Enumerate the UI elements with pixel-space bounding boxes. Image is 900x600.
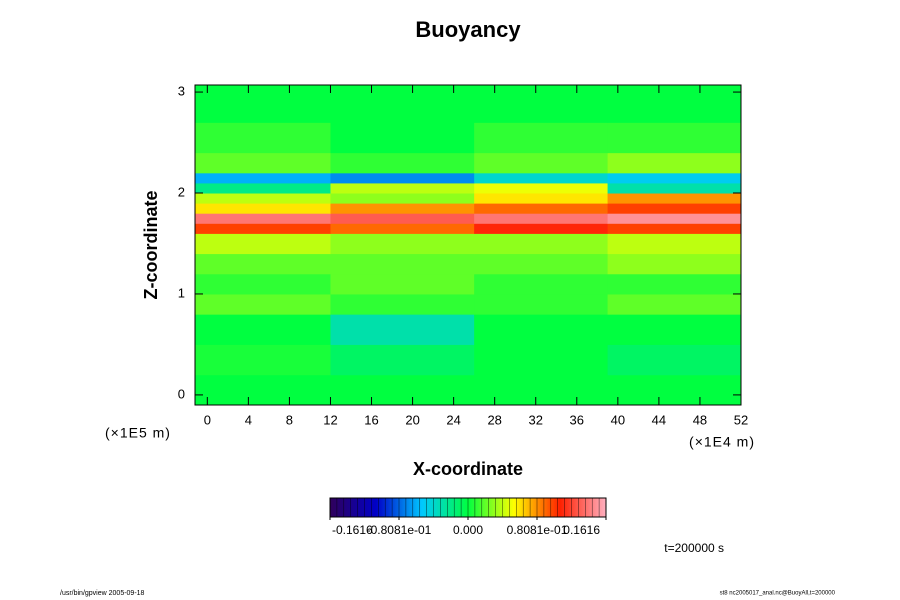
heat-cell bbox=[195, 193, 331, 204]
y-tick-label: 3 bbox=[178, 84, 185, 99]
heat-cell bbox=[195, 213, 331, 224]
x-tick-label: 44 bbox=[652, 412, 666, 427]
heat-cell bbox=[195, 253, 331, 275]
heat-cell bbox=[330, 203, 475, 214]
heat-cell bbox=[607, 172, 742, 184]
heat-cell bbox=[195, 233, 331, 255]
heat-cell bbox=[330, 193, 475, 204]
heat-cell bbox=[474, 374, 609, 406]
x-tick-label: 8 bbox=[286, 412, 293, 427]
heat-cell bbox=[474, 223, 609, 234]
heat-cell bbox=[474, 193, 609, 204]
colorbar-tick-label: -0.1616 bbox=[332, 523, 373, 537]
time-label: t=200000 s bbox=[664, 541, 724, 555]
heat-cell bbox=[474, 122, 609, 154]
colorbar-tick-label: 0.1616 bbox=[563, 523, 600, 537]
heat-cell bbox=[195, 182, 331, 194]
heat-cell bbox=[330, 314, 475, 345]
plot-frame bbox=[194, 84, 742, 406]
x-tick-label: 40 bbox=[611, 412, 625, 427]
x-tick-label: 4 bbox=[245, 412, 252, 427]
heat-cell bbox=[330, 344, 475, 376]
heat-cell bbox=[330, 182, 475, 194]
y-tick-label: 1 bbox=[178, 285, 185, 300]
heat-cell bbox=[474, 172, 609, 184]
x-tick-label: 12 bbox=[323, 412, 337, 427]
heat-cell bbox=[474, 182, 609, 194]
heat-cell bbox=[474, 293, 609, 315]
heat-cell bbox=[330, 293, 475, 315]
x-tick-label: 20 bbox=[405, 412, 419, 427]
heat-cell bbox=[330, 273, 475, 295]
heat-cell bbox=[474, 233, 609, 255]
heat-cell bbox=[195, 152, 331, 174]
heat-cell bbox=[474, 203, 609, 214]
x-tick-label: 48 bbox=[693, 412, 707, 427]
x-axis-label: X-coordinate bbox=[413, 459, 523, 479]
heat-cell bbox=[195, 172, 331, 184]
heat-cell bbox=[330, 223, 475, 234]
heat-cell bbox=[330, 374, 475, 406]
heat-cell bbox=[474, 152, 609, 174]
heat-cell bbox=[330, 233, 475, 255]
heat-cell bbox=[607, 314, 742, 345]
y-tick-label: 0 bbox=[178, 386, 185, 401]
heat-cell bbox=[330, 85, 475, 123]
heat-cell bbox=[195, 374, 331, 406]
heat-cell bbox=[607, 233, 742, 255]
x-tick-label: 36 bbox=[570, 412, 584, 427]
x-tick-label: 32 bbox=[529, 412, 543, 427]
x-tick-label: 0 bbox=[204, 412, 211, 427]
y-tick-label: 2 bbox=[178, 184, 185, 199]
heat-cell bbox=[607, 344, 742, 376]
heat-cell bbox=[474, 253, 609, 275]
heat-cell bbox=[607, 85, 742, 123]
footer-left: /usr/bin/gpview 2005-09-18 bbox=[60, 590, 145, 597]
heat-cell bbox=[607, 213, 742, 224]
heat-cell bbox=[195, 85, 331, 123]
heat-cell bbox=[474, 273, 609, 295]
colorbar-tick-label: 0.000 bbox=[453, 523, 483, 537]
heat-cell bbox=[195, 344, 331, 376]
x-tick-label: 52 bbox=[734, 412, 748, 427]
colorbar-tick-label: -0.8081e-01 bbox=[367, 523, 432, 537]
x-unit: (×1E4 m) bbox=[689, 434, 755, 450]
x-tick-label: 28 bbox=[487, 412, 501, 427]
x-tick-label: 24 bbox=[446, 412, 460, 427]
y-unit: (×1E5 m) bbox=[105, 425, 171, 441]
colorbar-tick-label: 0.8081e-01 bbox=[507, 523, 568, 537]
heat-cell bbox=[330, 213, 475, 224]
heat-cell bbox=[607, 273, 742, 295]
heat-cell bbox=[607, 182, 742, 194]
chart-title: Buoyancy bbox=[415, 17, 521, 42]
y-axis-label: Z-coordinate bbox=[141, 190, 161, 299]
x-tick-label: 16 bbox=[364, 412, 378, 427]
heat-cell bbox=[607, 293, 742, 315]
heat-cell bbox=[607, 223, 742, 234]
heat-cell bbox=[330, 122, 475, 154]
footer-right: st8 nc2005017_anal.nc@BuoyAll,t=200000 bbox=[720, 591, 836, 597]
heat-cell bbox=[607, 193, 742, 204]
heat-cell bbox=[195, 314, 331, 345]
heat-cell bbox=[474, 85, 609, 123]
heat-cell bbox=[195, 273, 331, 295]
heat-cell bbox=[195, 223, 331, 234]
heat-cell bbox=[607, 253, 742, 275]
heat-cell bbox=[607, 152, 742, 174]
heat-cell bbox=[607, 374, 742, 406]
heat-cell bbox=[195, 203, 331, 214]
heat-cell bbox=[195, 293, 331, 315]
heat-cell bbox=[474, 314, 609, 345]
heat-cell bbox=[195, 122, 331, 154]
heat-cell bbox=[607, 122, 742, 154]
heat-cell bbox=[330, 253, 475, 275]
heat-cell bbox=[474, 344, 609, 376]
heat-cell bbox=[474, 213, 609, 224]
heat-cell bbox=[607, 203, 742, 214]
heat-cell bbox=[330, 152, 475, 174]
heat-cell bbox=[330, 172, 475, 184]
